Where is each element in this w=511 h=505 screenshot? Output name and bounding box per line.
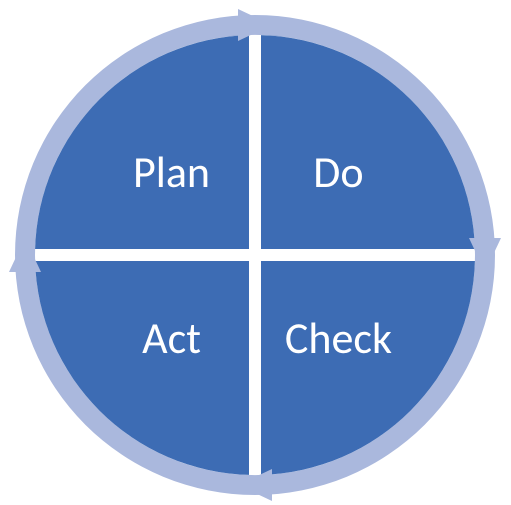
segment-check — [261, 261, 475, 475]
outer-ring — [15, 15, 495, 495]
segment-do — [261, 35, 475, 249]
cycle-svg — [0, 0, 511, 505]
segment-plan — [35, 35, 249, 249]
pdca-cycle-diagram: Plan Do Check Act — [0, 0, 511, 505]
segment-act — [35, 261, 249, 475]
